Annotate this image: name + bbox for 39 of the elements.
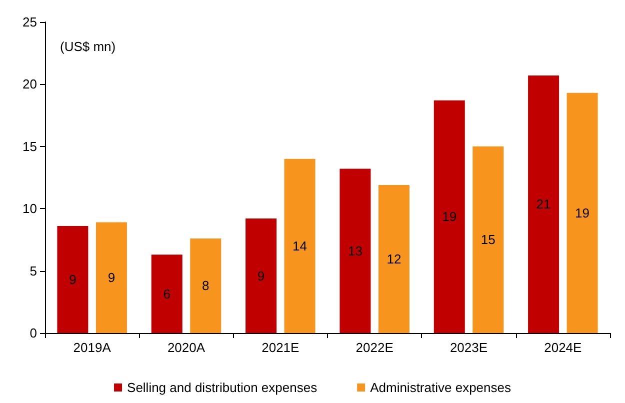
bar [57,226,88,333]
x-tick-label: 2019A [73,340,112,355]
data-label: 14 [292,238,308,254]
legend-label: Selling and distribution expenses [127,380,318,395]
bar [284,158,316,333]
data-label: 9 [69,272,76,288]
y-tick-label: 25 [22,14,37,30]
data-label: 19 [442,209,457,224]
data-label: 9 [108,270,116,286]
data-label: 21 [536,196,551,212]
y-tick-label: 20 [22,76,37,92]
data-label: 6 [163,286,170,302]
data-label: 13 [348,243,362,258]
data-label: 9 [257,268,265,284]
bar [434,100,465,333]
legend-label: Administrative expenses [370,380,512,395]
y-axis-title: (US$ mn) [60,39,116,54]
x-tick-label: 2022E [356,340,394,355]
x-tick-label: 2020A [167,340,206,355]
bar [190,238,222,333]
bar [378,184,410,333]
bar [151,254,182,333]
x-tick-label: 2021E [262,340,300,355]
data-label: 8 [202,278,210,294]
x-tick-label: 2024E [544,340,582,355]
bar [246,218,277,333]
bar [566,92,598,333]
data-label: 15 [480,232,496,248]
bar [340,168,371,333]
data-label: 19 [575,205,590,220]
bar [96,222,127,333]
y-tick-label: 15 [22,138,37,154]
data-label: 12 [386,251,402,266]
bar [528,75,560,333]
y-tick-label: 0 [30,326,37,340]
bar [472,146,504,333]
y-tick-label: 5 [30,263,37,278]
y-tick-label: 10 [22,201,37,216]
x-tick-label: 2023E [450,340,488,355]
